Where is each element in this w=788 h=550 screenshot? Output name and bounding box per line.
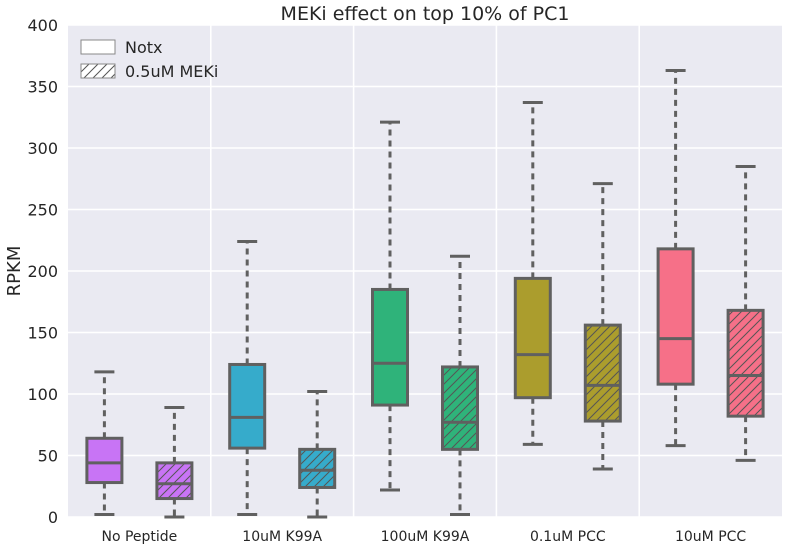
x-tick-label: 100uM K99A — [381, 529, 470, 545]
y-tick-label: 250 — [27, 201, 58, 220]
y-tick-label: 300 — [27, 139, 58, 158]
box-iqr — [155, 461, 194, 501]
box-10um-k99a-meki — [298, 390, 337, 519]
box-no-peptide-meki — [155, 406, 194, 519]
legend-label: 0.5uM MEKi — [125, 62, 218, 81]
box-0-1um-pcc-notx — [513, 100, 552, 446]
y-tick-label: 50 — [38, 447, 58, 466]
box-iqr — [371, 287, 409, 407]
y-tick-label: 150 — [27, 324, 58, 343]
box-iqr — [441, 365, 479, 451]
legend-swatch — [80, 39, 116, 55]
y-tick-label: 0 — [48, 508, 58, 527]
chart-title: MEKi effect on top 10% of PC1 — [281, 3, 570, 25]
y-tick-label: 400 — [27, 16, 58, 35]
y-tick-label: 350 — [27, 78, 58, 97]
x-tick-label: 10uM K99A — [242, 529, 322, 545]
box-10um-k99a-notx — [228, 239, 267, 517]
box-iqr — [298, 447, 337, 489]
box-iqr — [228, 362, 267, 450]
x-tick-label: No Peptide — [101, 529, 177, 545]
box-10um-pcc-meki — [726, 164, 765, 462]
box-0-1um-pcc-meki — [583, 182, 622, 471]
box-iqr — [85, 436, 124, 485]
y-axis: 0 50 100 150 200 250 300 350 400 — [27, 16, 58, 527]
legend: Notx 0.5uM MEKi — [80, 38, 218, 81]
x-tick-label: 10uM PCC — [675, 529, 746, 545]
box-iqr — [513, 276, 552, 400]
grid-lines — [68, 24, 782, 518]
legend-label: Notx — [125, 38, 163, 57]
box-100um-k99a-notx — [371, 120, 409, 492]
boxes — [85, 69, 765, 519]
y-tick-label: 200 — [27, 262, 58, 281]
y-axis-label: RPKM — [4, 246, 25, 297]
box-iqr — [726, 308, 765, 418]
x-tick-label: 0.1uM PCC — [530, 529, 606, 545]
box-100um-k99a-meki — [441, 254, 479, 517]
box-iqr — [656, 247, 695, 386]
legend-swatch — [80, 63, 116, 79]
box-10um-pcc-notx — [656, 69, 695, 448]
x-axis: No Peptide 10uM K99A 100uM K99A 0.1uM PCC 10… — [101, 529, 746, 545]
y-tick-label: 100 — [27, 385, 58, 404]
box-iqr — [583, 323, 622, 423]
box-no-peptide-notx — [85, 370, 124, 517]
